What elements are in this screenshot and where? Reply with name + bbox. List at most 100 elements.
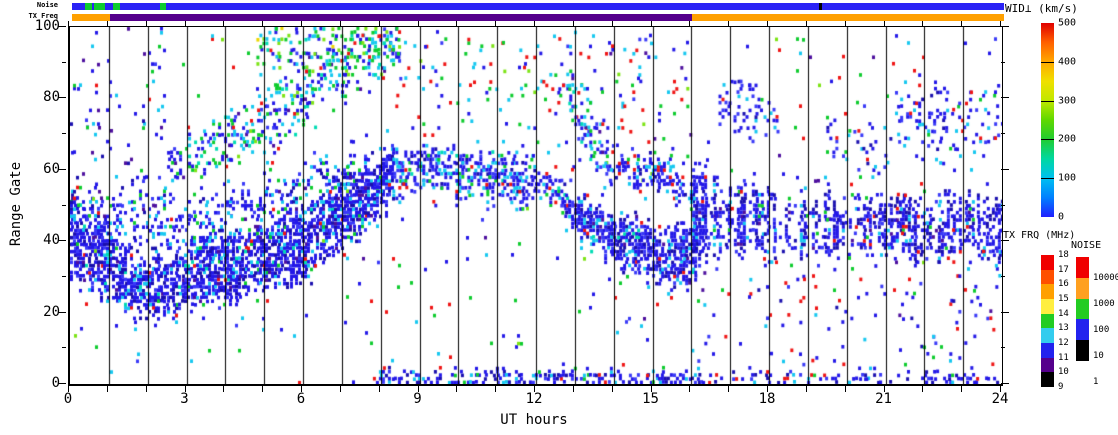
noise-bar-label: 10 xyxy=(1093,351,1104,361)
y-axis-tick xyxy=(58,169,66,170)
x-axis-top-tick xyxy=(806,21,807,26)
x-axis-tick xyxy=(845,385,846,392)
wid-colorbar-label: 200 xyxy=(1058,133,1077,145)
y-axis-tick xyxy=(62,205,66,206)
y-axis-right-tick xyxy=(1001,383,1009,384)
x-axis-tick xyxy=(107,385,108,392)
y-tick-label: 0 xyxy=(51,375,60,391)
wid-colorbar-title: WID⊥ (km/s) xyxy=(1005,2,1078,15)
wid-colorbar-tickline xyxy=(1041,101,1054,102)
noise-bar-segment xyxy=(1076,277,1089,299)
x-axis-top-tick xyxy=(68,21,69,26)
txfrq-bar-label: 10 xyxy=(1058,367,1069,378)
x-axis-tick xyxy=(961,385,962,392)
noise-strip-segment xyxy=(818,3,823,10)
x-axis-top-tick xyxy=(534,21,535,26)
y-axis-tick xyxy=(62,62,66,63)
y-axis-right-tick xyxy=(1001,26,1009,27)
y-axis-tick xyxy=(62,133,66,134)
x-axis-top-tick xyxy=(262,21,263,26)
wid-colorbar-label: 500 xyxy=(1058,17,1077,29)
wid-colorbar-label: 0 xyxy=(1058,211,1065,223)
x-tick-label: 0 xyxy=(63,391,73,407)
txfrq-bar-label: 16 xyxy=(1058,279,1069,290)
wid-colorbar xyxy=(1041,23,1054,217)
txfreq-strip-segment xyxy=(692,14,1004,21)
x-axis-tick xyxy=(612,385,613,392)
x-axis-top-tick xyxy=(728,21,729,26)
noise-strip-segment xyxy=(113,3,121,10)
y-axis-right-tick xyxy=(1001,169,1009,170)
txfrq-bar-segment xyxy=(1041,343,1054,358)
x-axis-tick xyxy=(301,385,302,392)
y-tick-label: 100 xyxy=(34,18,60,34)
x-axis-tick xyxy=(689,385,690,392)
x-axis-tick xyxy=(651,385,652,392)
txfrq-bar-label: 9 xyxy=(1058,382,1064,392)
x-axis-top-tick xyxy=(767,21,768,26)
txfreq-strip-segment xyxy=(71,14,110,21)
txfrq-bar-label: 12 xyxy=(1058,338,1069,348)
x-axis-top-tick xyxy=(651,21,652,26)
txfrq-colorbar-title: TX FRQ (MHz) xyxy=(1003,230,1076,241)
x-axis-top-tick xyxy=(961,21,962,26)
x-axis-tick xyxy=(185,385,186,392)
noise-bar-segment xyxy=(1076,298,1089,320)
wid-colorbar-label: 400 xyxy=(1058,56,1077,68)
x-axis-top-tick xyxy=(612,21,613,26)
y-axis-right-tick xyxy=(1001,312,1009,313)
y-axis-tick xyxy=(58,97,66,98)
x-axis-top-tick xyxy=(689,21,690,26)
wid-colorbar-tickline xyxy=(1041,62,1054,63)
y-axis-tick xyxy=(58,240,66,241)
x-axis-tick xyxy=(534,385,535,392)
x-axis-top-tick xyxy=(223,21,224,26)
x-axis-top-tick xyxy=(379,21,380,26)
x-axis-top-tick xyxy=(107,21,108,26)
txfrq-bar-segment xyxy=(1041,255,1054,270)
txfrq-bar-label: 13 xyxy=(1058,323,1069,334)
x-axis-top-tick xyxy=(456,21,457,26)
x-tick-label: 6 xyxy=(296,391,306,407)
wid-colorbar-tickline xyxy=(1041,139,1054,140)
y-axis-right-tick xyxy=(1001,276,1005,277)
txfrq-bar-label: 17 xyxy=(1058,264,1069,275)
noise-bar-label: 100 xyxy=(1093,325,1110,335)
noise-strip-segment xyxy=(85,3,93,10)
x-axis-tick xyxy=(146,385,147,392)
x-tick-label: 9 xyxy=(413,391,422,407)
x-axis-tick xyxy=(379,385,380,392)
noise-strip-label: Noise xyxy=(36,1,58,9)
y-tick-label: 40 xyxy=(43,232,60,249)
noise-strip-segment xyxy=(94,3,105,10)
txfreq-strip xyxy=(68,14,1004,21)
x-axis-tick xyxy=(68,385,69,392)
txfreq-strip-label: TX Freq xyxy=(28,12,58,20)
wid-colorbar-label: 300 xyxy=(1058,95,1077,107)
y-axis-right-tick xyxy=(1001,62,1005,63)
x-tick-label: 15 xyxy=(642,391,659,407)
wid-colorbar-label: 100 xyxy=(1058,172,1077,184)
noise-bar-label: 1 xyxy=(1093,377,1099,387)
x-axis-top-tick xyxy=(495,21,496,26)
y-tick-label: 20 xyxy=(43,303,60,320)
txfrq-bar-segment xyxy=(1041,269,1054,285)
txfrq-bar-segment xyxy=(1041,372,1054,387)
x-tick-label: 24 xyxy=(991,391,1009,407)
x-axis-tick xyxy=(223,385,224,392)
txfrq-bar-segment xyxy=(1041,357,1054,373)
x-axis-top-tick xyxy=(185,21,186,26)
noise-bar-label: 10000 xyxy=(1093,273,1118,283)
x-tick-label: 3 xyxy=(180,391,189,407)
x-axis-top-tick xyxy=(146,21,147,26)
x-axis-top-tick xyxy=(884,21,885,26)
noise-colorbar-title: NOISE xyxy=(1071,240,1102,251)
noise-bar-segment xyxy=(1076,319,1089,341)
x-axis-tick xyxy=(418,385,419,392)
txfrq-bar-label: 14 xyxy=(1058,308,1069,319)
noise-strip xyxy=(68,3,1004,10)
x-tick-label: 18 xyxy=(758,391,776,407)
noise-bar-label: 1000 xyxy=(1093,299,1115,309)
y-axis-right-tick xyxy=(1001,205,1005,206)
